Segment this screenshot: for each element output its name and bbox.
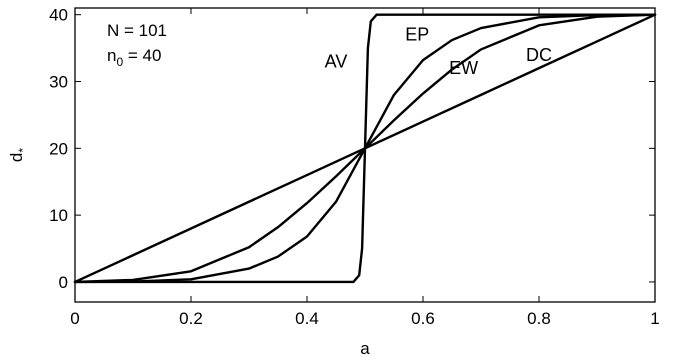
x-tick-label: 0.4	[295, 309, 319, 328]
series-line-av	[73, 13, 657, 284]
x-tick-label: 0.2	[179, 309, 203, 328]
x-axis-label: a	[360, 339, 370, 358]
annotation-n-count: N = 101	[107, 21, 167, 40]
curve-label-dc: DC	[526, 45, 552, 65]
curve-label-ew: EW	[449, 58, 478, 78]
x-tick-label: 1	[650, 309, 659, 328]
annotation-n0-main: n	[107, 46, 116, 65]
curve-labels-group: DC EW EP AV	[325, 25, 552, 78]
y-tick-label: 30	[49, 73, 68, 92]
plot-frame	[74, 7, 656, 303]
annotation-n0: n0 = 40	[107, 46, 161, 69]
annotation-n0-rest: = 40	[123, 46, 161, 65]
x-tick-label: 0.8	[527, 309, 551, 328]
y-tick-label: 20	[49, 139, 68, 158]
curves-group	[73, 13, 657, 284]
y-tick-label: 10	[49, 206, 68, 225]
curve-label-ep: EP	[405, 25, 429, 45]
y-axis-label-sub: *	[16, 148, 30, 153]
annotation-n0-sub: 0	[116, 55, 123, 69]
curve-label-av: AV	[325, 51, 348, 71]
y-axis-label-main: d	[7, 153, 26, 162]
y-tick-label: 0	[59, 273, 68, 292]
y-axis-ticks: 0 10 20 30 40	[49, 6, 655, 292]
x-tick-label: 0	[70, 309, 79, 328]
x-tick-label: 0.6	[411, 309, 435, 328]
x-axis-ticks: 0 0.2 0.4 0.6 0.8 1	[70, 8, 660, 328]
y-axis-label: d*	[7, 148, 30, 162]
y-tick-label: 40	[49, 6, 68, 25]
